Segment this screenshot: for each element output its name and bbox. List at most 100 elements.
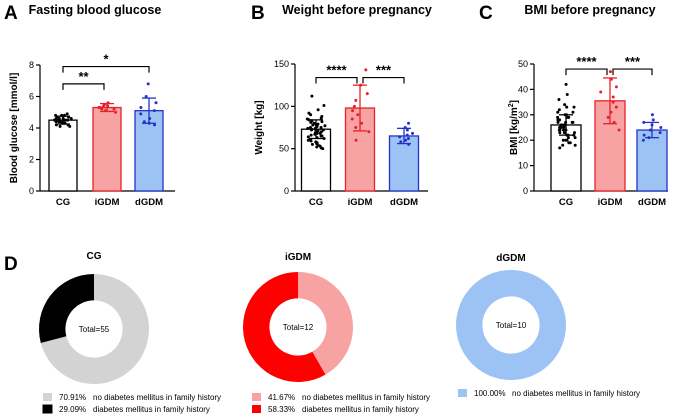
data-point (316, 108, 320, 112)
data-point (566, 115, 570, 119)
data-point (599, 90, 603, 94)
data-point (114, 110, 118, 114)
y-tick-label: 0 (523, 186, 528, 196)
legend-label: no diabetes mellitus in family history (93, 393, 221, 402)
data-point (563, 123, 567, 127)
data-point (146, 82, 150, 86)
donut-cg: CG Total=55 70.91% no diabetes mellitus in … (39, 251, 221, 414)
y-tick-label: 20 (518, 135, 528, 145)
data-point (404, 138, 408, 142)
data-point (642, 120, 646, 124)
data-point (411, 131, 415, 135)
data-point (561, 143, 565, 147)
data-point (307, 118, 311, 122)
panel-label-d: D (4, 254, 18, 275)
data-point (572, 105, 576, 109)
donut-title: iGDM (285, 252, 311, 263)
data-point (306, 126, 310, 130)
y-axis-label: Blood glucose [mmol/l] (9, 73, 20, 184)
data-point (318, 131, 322, 135)
legend-label: no diabetes mellitus in family history (302, 393, 430, 402)
chart-title: BMI before pregnancy (524, 3, 655, 17)
y-tick-label: 0 (29, 186, 34, 196)
data-point (319, 134, 323, 138)
data-point (350, 117, 354, 121)
data-point (398, 135, 402, 139)
y-tick-label: 40 (518, 84, 528, 94)
panel-label-c: C (479, 3, 493, 24)
bar-dgdm (636, 129, 668, 192)
data-point (112, 107, 116, 111)
y-tick-label: 10 (518, 161, 528, 171)
donut-slice (456, 270, 566, 380)
data-point (309, 139, 313, 143)
data-point (405, 133, 409, 137)
chart-fasting-glucose: Fasting blood glucose 0 2 4 6 8 Blood glucose … (9, 3, 175, 208)
data-point (139, 106, 143, 110)
data-point (568, 141, 572, 145)
y-tick-label: 30 (518, 110, 528, 120)
data-point (564, 138, 568, 142)
data-point (565, 105, 569, 109)
x-category-label: dGDM (390, 197, 418, 208)
data-point (322, 103, 326, 107)
data-point (557, 98, 561, 102)
data-point (559, 123, 563, 127)
x-category-label: iGDM (95, 197, 120, 208)
data-point (354, 126, 358, 129)
legend-swatch (42, 404, 53, 414)
bar-cg (48, 119, 78, 192)
data-point (650, 113, 654, 117)
bar-igdm (92, 106, 122, 192)
data-point (54, 120, 58, 124)
significance-bracket (565, 68, 608, 76)
data-point (557, 108, 561, 112)
data-point (154, 101, 158, 105)
x-category-label: CG (559, 197, 573, 208)
x-category-label: dGDM (135, 197, 163, 208)
data-point (562, 131, 566, 135)
data-point (565, 92, 569, 96)
data-point (322, 137, 326, 141)
x-category-label: iGDM (598, 197, 623, 208)
data-point (556, 110, 560, 114)
significance-stars: ** (78, 69, 89, 84)
data-point (62, 118, 66, 122)
data-point (306, 138, 310, 142)
legend-percent: 100.00% (474, 389, 506, 398)
data-point (320, 120, 324, 124)
y-tick-label: 50 (279, 144, 289, 154)
y-tick-label: 6 (29, 92, 34, 102)
panel-label-a: A (4, 3, 18, 24)
data-point (57, 120, 61, 124)
significance-stars: **** (576, 54, 597, 69)
donut-total-label: Total=10 (496, 321, 527, 330)
donut-igdm: iGDM Total=12 41.67% no diabetes mellitus i… (242, 252, 430, 414)
y-tick-label: 8 (29, 60, 34, 70)
data-point (563, 103, 567, 107)
donut-slice (39, 274, 94, 343)
significance-stars: *** (625, 54, 641, 69)
data-point (608, 70, 612, 74)
donut-slice (298, 272, 353, 375)
data-point (354, 138, 358, 142)
data-point (556, 120, 560, 124)
panel-label-b: B (251, 3, 265, 24)
legend-percent: 70.91% (59, 393, 86, 402)
data-point (100, 107, 104, 111)
y-tick-label: 2 (29, 155, 34, 165)
data-point (311, 123, 315, 127)
data-point (659, 126, 663, 129)
data-point (142, 120, 146, 124)
data-point (309, 133, 313, 137)
legend-label: diabetes mellitus in family history (302, 405, 419, 414)
legend-swatch (43, 393, 52, 401)
data-point (152, 109, 156, 113)
x-category-label: iGDM (348, 197, 373, 208)
data-point (566, 136, 570, 140)
y-tick-label: 150 (274, 59, 289, 69)
legend-swatch (252, 405, 261, 413)
y-tick-label: 0 (284, 186, 289, 196)
data-point (319, 116, 323, 120)
data-point (573, 143, 577, 147)
